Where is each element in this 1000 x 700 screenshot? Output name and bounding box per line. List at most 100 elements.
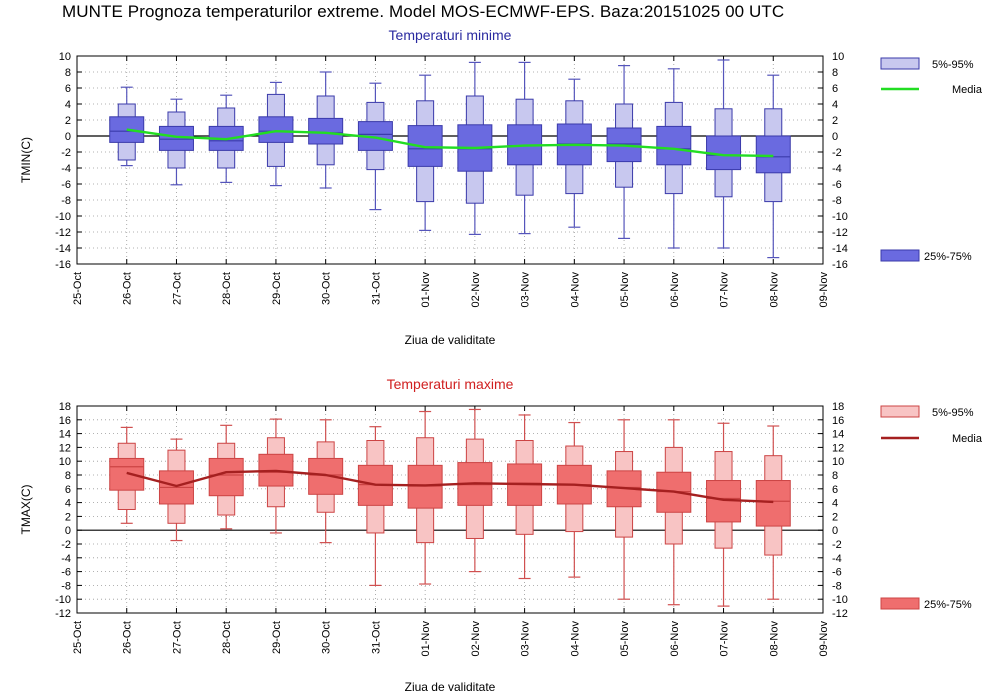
x-tick-label: 29-Oct xyxy=(271,272,283,305)
y-tick-label: 10 xyxy=(59,51,71,63)
x-tick-label: 08-Nov xyxy=(768,621,780,657)
y-tick-label-right: 12 xyxy=(832,442,844,454)
x-tick-label: 28-Oct xyxy=(221,621,233,654)
plot-frame xyxy=(76,55,824,265)
box-01-Nov xyxy=(407,74,443,231)
x-tick-label: 28-Oct xyxy=(221,272,233,305)
legend-label-5-95: 5%-95% xyxy=(932,59,974,71)
x-tick-label: 31-Oct xyxy=(370,272,382,305)
legend-label-25-75: 25%-75% xyxy=(924,251,972,263)
y-tick-label: 0 xyxy=(65,131,71,143)
box-29-Oct xyxy=(258,418,294,534)
x-tick-label: 02-Nov xyxy=(470,621,482,657)
x-tick-label: 08-Nov xyxy=(768,272,780,308)
x-tick-label: 29-Oct xyxy=(271,621,283,654)
y-tick-label-right: 6 xyxy=(832,484,838,496)
box-02-Nov xyxy=(457,408,493,573)
y-tick-label-right: 2 xyxy=(832,115,838,127)
box-25-75 xyxy=(258,116,294,143)
y-tick-label: 2 xyxy=(65,115,71,127)
box-26-Oct xyxy=(109,426,145,524)
y-tick-label: 12 xyxy=(59,442,71,454)
box-04-Nov xyxy=(556,78,592,228)
x-tick-label: 25-Oct xyxy=(72,621,84,654)
y-tick-label-right: -2 xyxy=(832,147,842,159)
box-30-Oct xyxy=(308,71,344,189)
y-tick-label: -8 xyxy=(61,195,71,207)
y-tick-label: 10 xyxy=(59,456,71,468)
x-tick-label: 06-Nov xyxy=(669,621,681,657)
box-04-Nov xyxy=(556,421,592,578)
y-tick-label-right: 16 xyxy=(832,415,844,427)
plot-frame xyxy=(76,405,824,614)
x-tick-label: 09-Nov xyxy=(818,272,830,308)
y-tick-label: -8 xyxy=(61,580,71,592)
y-tick-label: -4 xyxy=(61,553,71,565)
box-25-75 xyxy=(656,125,692,166)
box-25-75 xyxy=(308,457,344,495)
y-axis-label: TMIN(C) xyxy=(19,137,33,183)
y-tick-label: 8 xyxy=(65,67,71,79)
y-tick-label: -4 xyxy=(61,163,71,175)
y-tick-label-right: -16 xyxy=(832,259,848,271)
x-tick-label: 25-Oct xyxy=(72,272,84,305)
mean-line xyxy=(126,469,774,504)
y-tick-label: 16 xyxy=(59,415,71,427)
y-tick-label-right: 10 xyxy=(832,456,844,468)
y-tick-label: -16 xyxy=(55,259,71,271)
box-31-Oct xyxy=(357,426,393,587)
y-tick-label-right: -14 xyxy=(832,243,848,255)
legend: 5%-95% Media 25%-75% xyxy=(880,405,983,611)
x-tick-label: 06-Nov xyxy=(669,272,681,308)
box-27-Oct xyxy=(158,438,194,542)
y-tick-label-right: -12 xyxy=(832,608,848,620)
y-tick-label: -12 xyxy=(55,227,71,239)
x-tick-label: 03-Nov xyxy=(520,272,532,308)
chart-title: Temperaturi minime xyxy=(389,27,512,43)
y-tick-label: -6 xyxy=(61,567,71,579)
y-tick-label: 6 xyxy=(65,83,71,95)
legend-label-mean: Media xyxy=(952,433,983,445)
box-25-75 xyxy=(755,480,791,527)
y-tick-label-right: 18 xyxy=(832,401,844,413)
legend: 5%-95% Media 25%-75% xyxy=(880,57,983,263)
box-28-Oct xyxy=(208,424,244,530)
y-tick-label-right: -12 xyxy=(832,227,848,239)
x-tick-label: 27-Oct xyxy=(171,272,183,305)
y-tick-label-right: 0 xyxy=(832,525,838,537)
x-tick-label: 01-Nov xyxy=(420,621,432,657)
chart-panel-2: Temperaturi maxime-12 -12-10 -10-8 -8-6 -6-4… xyxy=(19,376,983,694)
y-tick-label: -2 xyxy=(61,147,71,159)
x-tick-label: 09-Nov xyxy=(818,621,830,657)
legend-swatch-25-75 xyxy=(880,597,920,610)
box-03-Nov xyxy=(507,414,543,580)
box-25-75 xyxy=(208,457,244,497)
box-08-Nov xyxy=(755,425,791,600)
box-01-Nov xyxy=(407,410,443,585)
y-tick-label-right: -8 xyxy=(832,195,842,207)
box-30-Oct xyxy=(308,419,344,544)
box-25-75 xyxy=(308,117,344,145)
legend-label-25-75: 25%-75% xyxy=(924,599,972,611)
x-tick-label: 27-Oct xyxy=(171,621,183,654)
y-tick-label: -10 xyxy=(55,211,71,223)
x-tick-label: 30-Oct xyxy=(321,621,333,654)
y-tick-label-right: -4 xyxy=(832,163,842,175)
y-tick-label-right: -2 xyxy=(832,539,842,551)
y-tick-label-right: 0 xyxy=(832,131,838,143)
x-tick-label: 30-Oct xyxy=(321,272,333,305)
y-tick-label: 8 xyxy=(65,470,71,482)
legend-swatch-25-75 xyxy=(880,249,920,262)
y-tick-label-right: 2 xyxy=(832,511,838,523)
box-25-75 xyxy=(755,135,791,174)
y-tick-label-right: 6 xyxy=(832,83,838,95)
y-tick-label: 2 xyxy=(65,511,71,523)
y-tick-label-right: 14 xyxy=(832,429,844,441)
y-tick-label-right: -6 xyxy=(832,179,842,191)
y-tick-label-right: 8 xyxy=(832,470,838,482)
legend-label-mean: Media xyxy=(952,84,983,96)
y-axis-label: TMAX(C) xyxy=(19,485,33,535)
y-tick-label: 4 xyxy=(65,99,71,111)
x-tick-label: 04-Nov xyxy=(569,621,581,657)
